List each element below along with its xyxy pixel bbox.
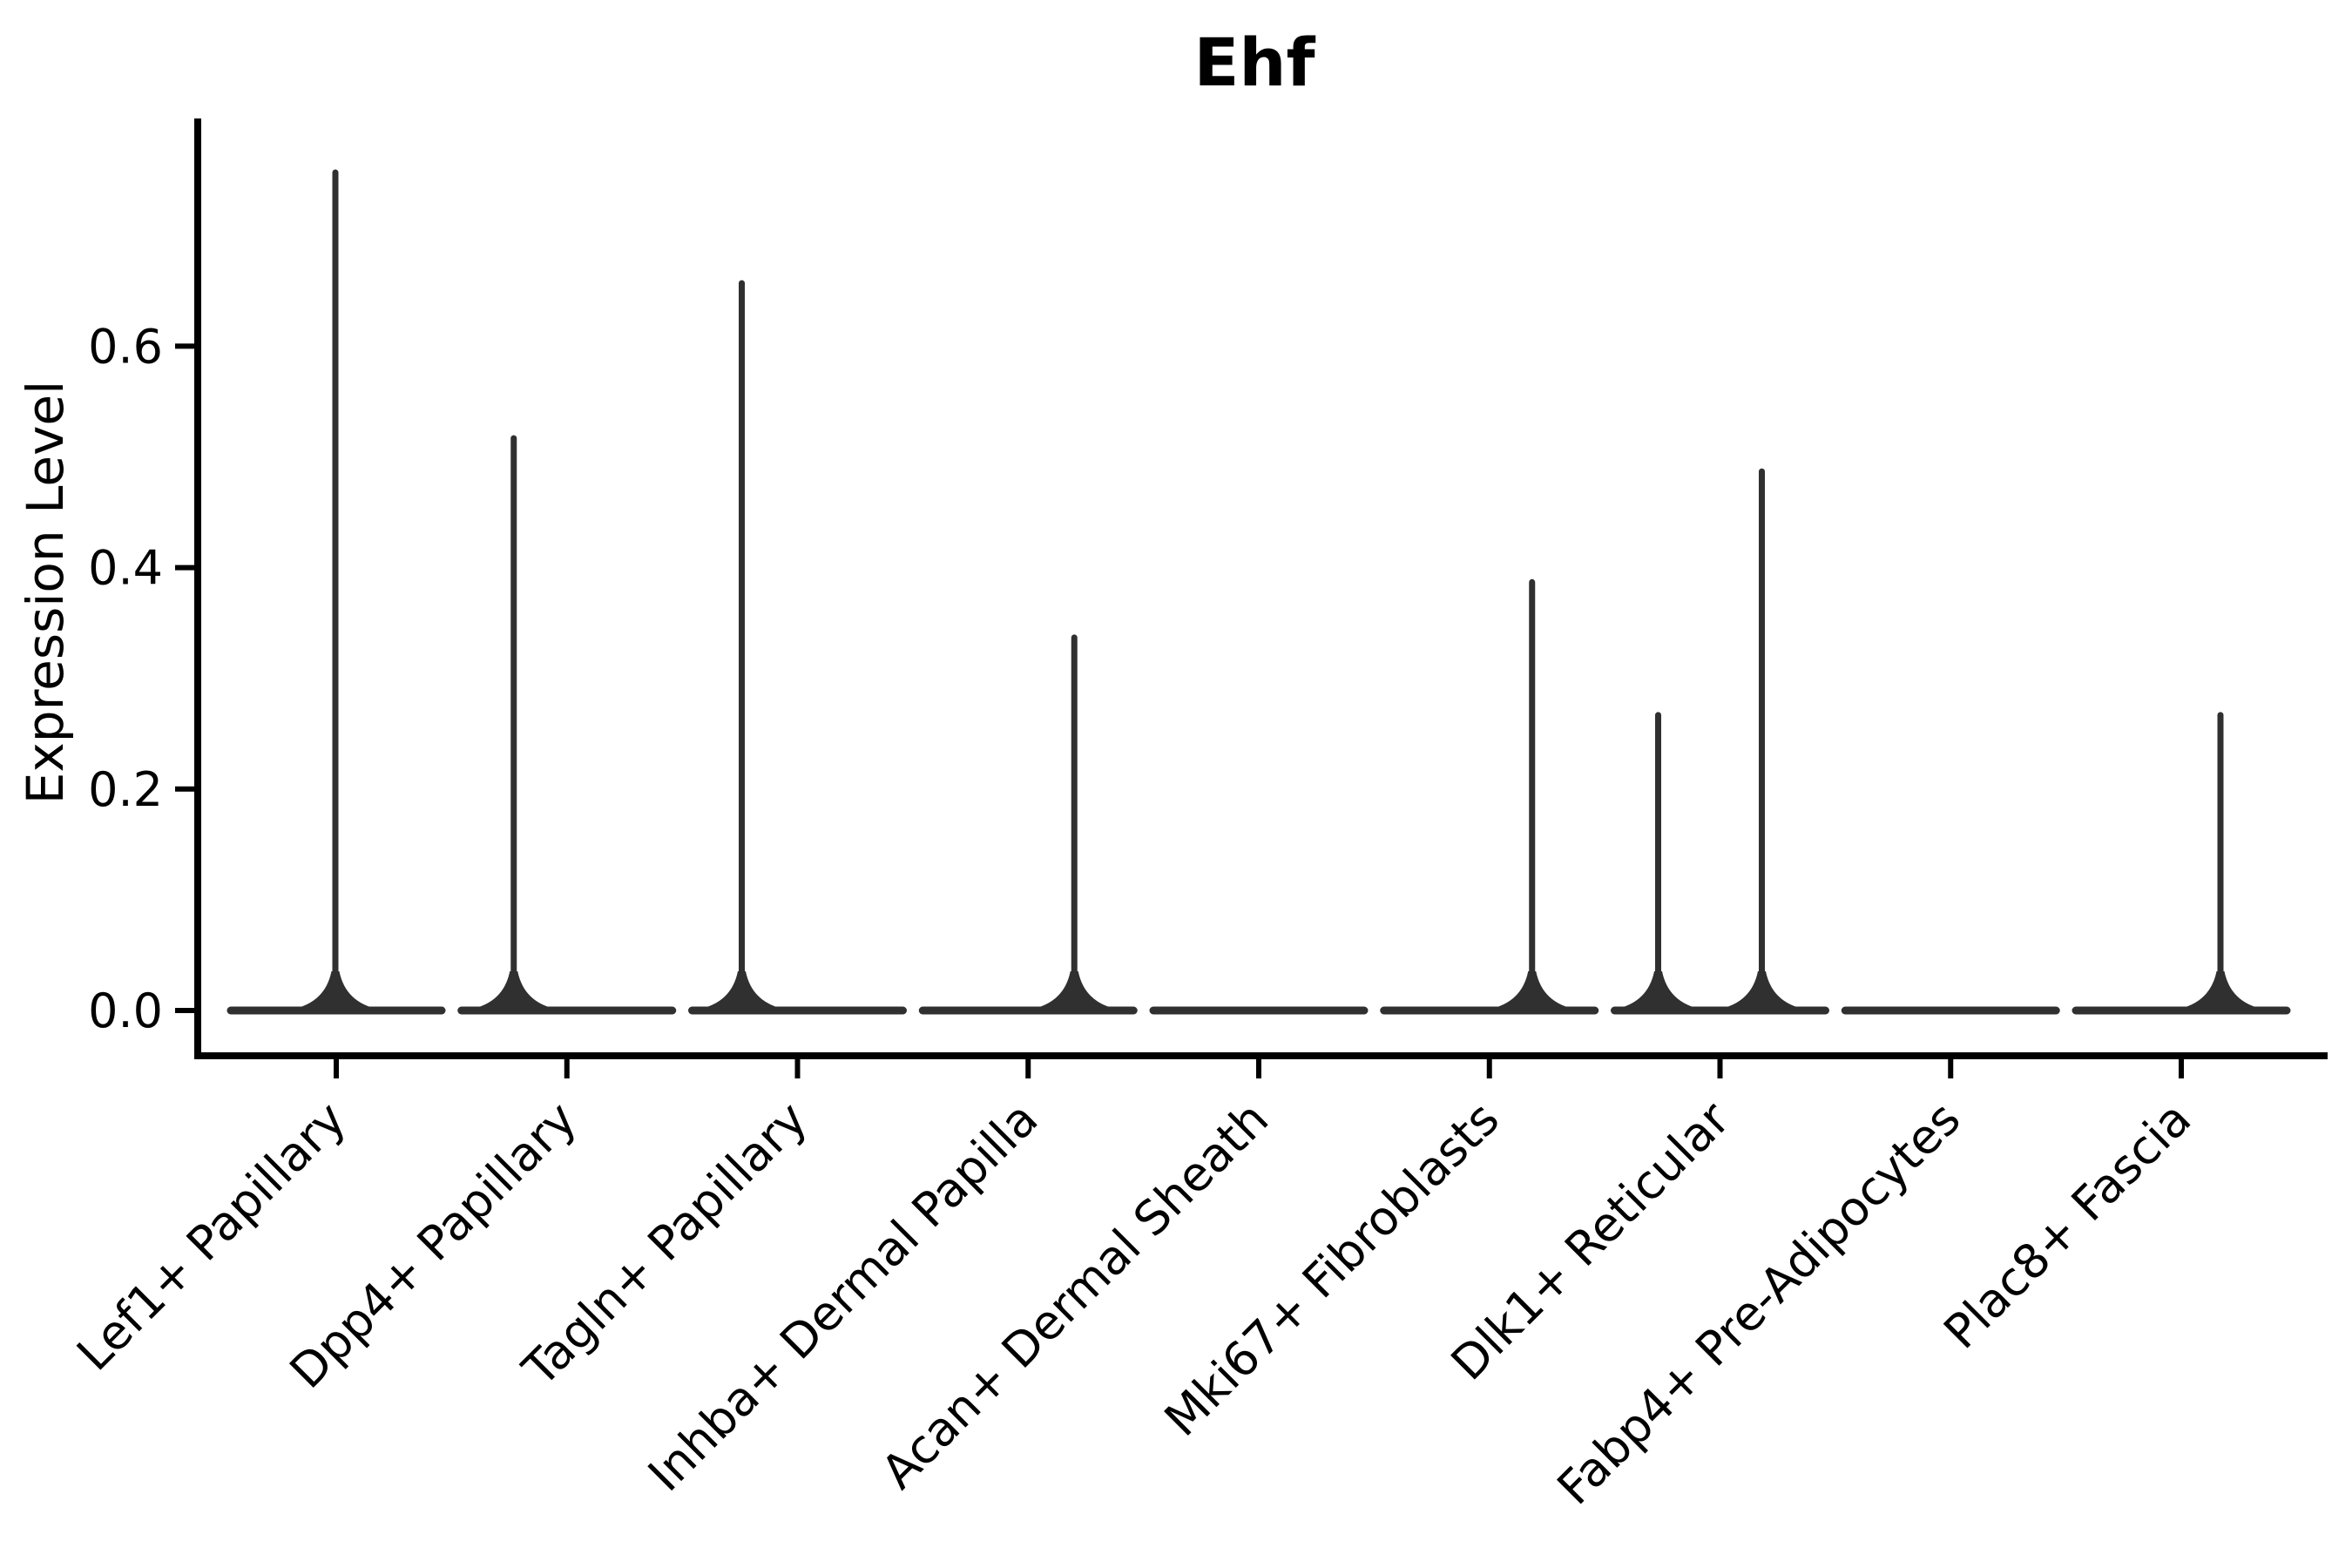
violin-lef1-papillary (226, 169, 446, 1015)
violin-inhba-dermal-papilla (918, 634, 1138, 1015)
x-tick-label: Plac8+ Fascia (1933, 1092, 2201, 1360)
plot-title: Ehf (1193, 24, 1315, 101)
violin-dlk1-reticular (1611, 468, 1829, 1015)
y-axis-label: Expression Level (16, 381, 75, 804)
y-tick-label: 0.6 (88, 319, 163, 374)
axis-spines (194, 118, 2328, 1059)
violin-tagln-papillary (688, 280, 907, 1015)
y-tick-label: 0.0 (88, 983, 163, 1038)
violin-dpp4-papillary (457, 435, 677, 1015)
violins (226, 169, 2291, 1015)
x-tick-label: Acan+ Dermal Sheath (871, 1092, 1279, 1499)
violin-mki67-fibroblasts (1380, 578, 1599, 1015)
x-tick-label: Fabp4+ Pre-Adipocytes (1547, 1092, 1971, 1516)
violin-plac8-fascia (2072, 712, 2291, 1015)
y-tick-label: 0.2 (88, 762, 163, 817)
x-tick-label: Inhba+ Dermal Papilla (638, 1092, 1048, 1502)
axes: 0.0 0.2 0.4 0.6 (88, 118, 2328, 1078)
y-tick-label: 0.4 (88, 541, 163, 596)
